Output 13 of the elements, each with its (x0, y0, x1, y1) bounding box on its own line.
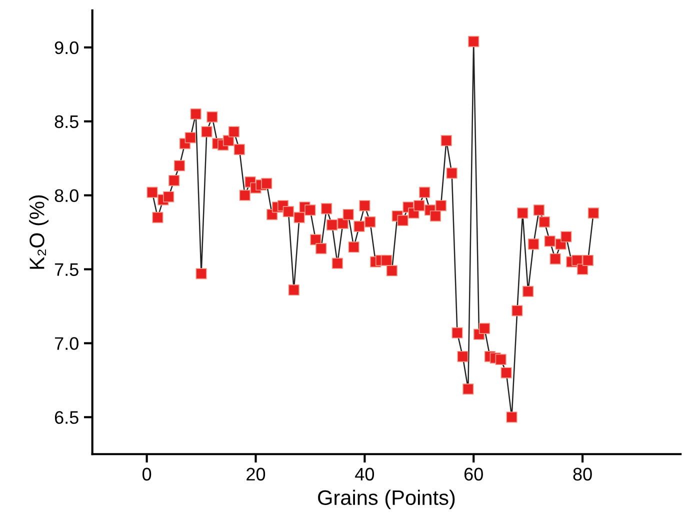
y-tick-label: 8.0 (54, 189, 78, 202)
x-tick-label: 20 (246, 468, 266, 481)
x-tick-label: 80 (573, 468, 592, 481)
y-axis-title: K₂O (%) (29, 195, 48, 269)
x-axis-title: Grains (Points) (318, 490, 455, 510)
y-tick-label: 8.5 (54, 115, 78, 128)
y-tick-label: 7.5 (54, 263, 78, 276)
y-tick-label: 7.0 (54, 337, 78, 350)
x-tick-label: 0 (142, 468, 152, 481)
x-tick-label: 40 (355, 468, 374, 481)
y-tick-label: 9.0 (54, 41, 78, 54)
x-tick-label: 60 (464, 468, 483, 481)
y-tick-label: 6.5 (54, 411, 78, 424)
